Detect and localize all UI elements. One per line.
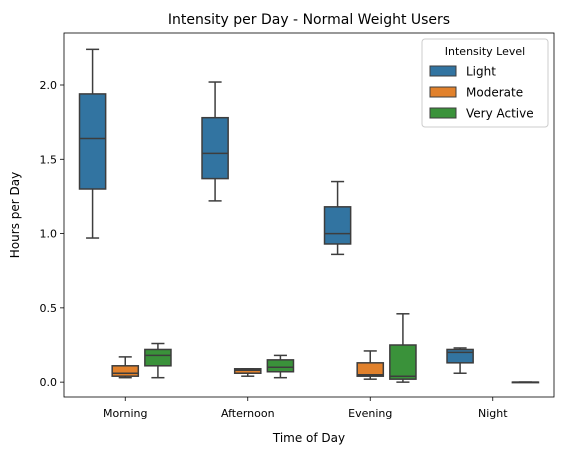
legend-swatch [429, 86, 457, 98]
y-tick-label: 1.0 [40, 228, 58, 241]
x-tick-label: Evening [348, 407, 392, 420]
box-very-active [389, 344, 417, 380]
y-axis-label: Hours per Day [8, 172, 22, 258]
legend: Intensity Level Light Moderate Very Active [421, 38, 549, 128]
legend-frame [421, 38, 549, 128]
box-light [446, 348, 474, 364]
x-tick-label: Morning [103, 407, 148, 420]
legend-title: Intensity Level [445, 45, 525, 58]
legend-swatch [429, 107, 457, 119]
box-very-active [144, 348, 172, 367]
x-tick-label: Afternoon [221, 407, 275, 420]
x-tick-label: Night [478, 407, 508, 420]
y-tick-label: 0.0 [40, 376, 58, 389]
y-tick-label: 1.5 [40, 153, 58, 166]
box-moderate [356, 362, 385, 377]
y-tick-label: 2.0 [40, 79, 58, 92]
box-moderate [111, 365, 140, 377]
y-tick-label: 0.5 [40, 302, 58, 315]
plot-area: 0.0 0.5 1.0 1.5 2.0 Morning Afternoon Evening Ni… [40, 48, 540, 420]
legend-label: Moderate [466, 86, 523, 100]
box-very-active [266, 359, 295, 373]
box-light [323, 206, 352, 245]
chart-title: Intensity per Day - Normal Weight Users [168, 12, 450, 28]
legend-swatch [429, 65, 457, 77]
box-light [201, 116, 229, 180]
legend-label: Very Active [466, 107, 534, 121]
x-axis-label: Time of Day [272, 431, 345, 445]
box-light [78, 93, 107, 190]
legend-label: Light [466, 65, 496, 79]
plot-frame [63, 32, 555, 398]
